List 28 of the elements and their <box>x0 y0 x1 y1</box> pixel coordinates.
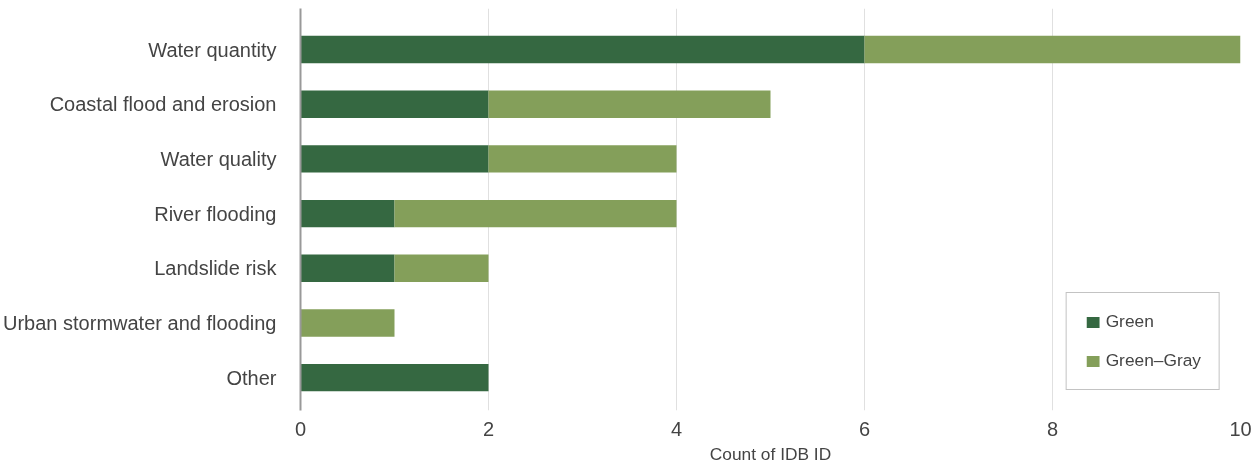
x-tick-label: 10 <box>1229 417 1252 440</box>
x-tick-label: 2 <box>482 417 495 440</box>
bar <box>300 35 865 64</box>
bar <box>488 145 677 173</box>
bar <box>864 35 1241 64</box>
x-tick-label: 0 <box>294 417 307 440</box>
y-tick-label: Landslide risk <box>154 257 278 280</box>
legend-label: Green <box>1105 311 1154 332</box>
x-axis-title: Count of IDB ID <box>709 443 832 464</box>
bar <box>300 309 395 337</box>
bar <box>394 254 489 282</box>
bar <box>300 254 395 282</box>
y-tick-label: River flooding <box>154 202 277 225</box>
y-tick-label: Urban stormwater and flooding <box>3 311 277 334</box>
bar <box>300 364 489 392</box>
y-tick-label: Water quantity <box>148 38 277 61</box>
bar <box>300 199 395 228</box>
y-tick-label: Coastal flood and erosion <box>49 93 277 116</box>
y-tick-label: Other <box>226 366 277 389</box>
x-tick-label: 6 <box>858 417 871 440</box>
bar <box>488 90 771 118</box>
bar <box>300 90 489 118</box>
x-tick-label: 8 <box>1046 417 1059 440</box>
bar <box>394 199 677 228</box>
y-tick-label: Water quality <box>160 147 277 170</box>
x-tick-label: 4 <box>670 417 683 440</box>
bar <box>300 145 489 173</box>
legend-label: Green–Gray <box>1105 350 1201 371</box>
